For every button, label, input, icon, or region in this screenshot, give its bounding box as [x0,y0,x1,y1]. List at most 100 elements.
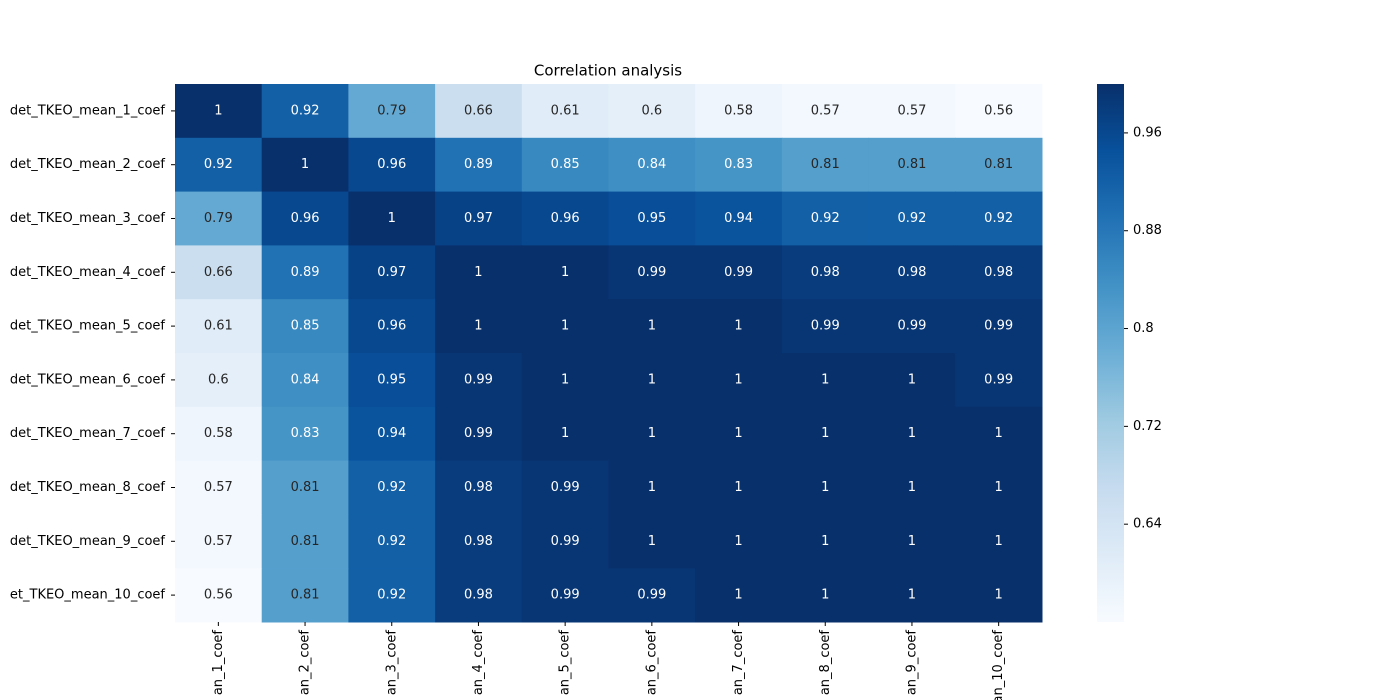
cell-label: 1 [995,480,1003,495]
cell [348,137,436,193]
cell [781,460,870,515]
cell-label: 1 [648,372,656,387]
cell-label: 0.89 [291,265,320,280]
y-tick-label: det_TKEO_mean_2_coef [10,157,165,172]
cell-label: 0.66 [204,265,233,280]
cell [435,406,523,462]
cell [695,514,783,569]
cell-label: 0.57 [811,103,840,118]
cell-label: 0.61 [204,319,233,334]
cell [695,353,783,408]
x-tick-label: an_4_coef [471,630,486,696]
cell [608,245,696,300]
cell [608,568,696,623]
cell [781,84,870,139]
cell [955,299,1043,354]
cell [175,191,263,246]
cell-label: 0.84 [291,372,320,387]
cell-label: 1 [734,372,742,387]
cell-label: 0.84 [637,157,666,172]
cell-label: 1 [821,588,829,603]
cell [348,353,436,408]
cell [261,353,349,408]
colorbar [1097,84,1124,622]
cell-label: 0.85 [551,157,580,172]
cell-label: 0.99 [464,372,493,387]
cell-label: 0.92 [377,480,406,495]
cell [521,353,609,408]
cell-label: 0.98 [811,265,840,280]
cell [781,191,870,246]
cell [955,460,1043,515]
x-tick-label: an_7_coef [731,630,746,696]
x-tick-label: an_10_coef [991,630,1006,700]
cell-label: 0.83 [291,426,320,441]
cell-label: 0.96 [377,319,406,334]
y-tick-label: det_TKEO_mean_7_coef [10,426,165,441]
cell [521,406,609,462]
x-tick-label: an_6_coef [644,630,659,696]
cell-label: 0.79 [377,103,406,118]
cell-label: 0.99 [984,372,1013,387]
cell [435,568,523,623]
cell-label: 0.81 [984,157,1013,172]
y-tick-label: det_TKEO_mean_8_coef [10,480,165,495]
cell [348,84,436,139]
cell [435,191,523,246]
cell-label: 0.79 [204,211,233,226]
cell [261,406,349,462]
cell-label: 0.83 [724,157,753,172]
cell [435,84,523,139]
cell-label: 1 [995,426,1003,441]
cell [781,353,870,408]
cell-label: 0.94 [377,426,406,441]
cell-label: 0.99 [637,588,666,603]
cell [175,514,263,569]
cell-label: 0.99 [637,265,666,280]
y-tick-label: det_TKEO_mean_1_coef [10,103,165,118]
cell-label: 0.61 [551,103,580,118]
y-tick-label: det_TKEO_mean_3_coef [10,211,165,226]
cell-label: 0.95 [637,211,666,226]
cell [781,568,870,623]
cell-label: 1 [734,426,742,441]
cell [521,299,609,354]
cell [261,245,349,300]
cell [348,514,436,569]
cell [695,460,783,515]
cell-label: 0.99 [551,480,580,495]
cell-label: 1 [734,319,742,334]
cell [175,137,263,193]
cell [781,514,870,569]
cell [608,514,696,569]
cell-label: 1 [474,265,482,280]
cell-label: 0.92 [377,534,406,549]
cell-label: 1 [821,372,829,387]
cell-label: 0.56 [984,103,1013,118]
cell [955,514,1043,569]
colorbar-tick-label: 0.8 [1133,321,1154,336]
cell [261,84,349,139]
x-tick-label: an_9_coef [904,630,919,696]
cell-label: 0.96 [377,157,406,172]
x-tick-label: an_8_coef [818,630,833,696]
y-tick-label: det_TKEO_mean_9_coef [10,534,165,549]
cell-label: 1 [734,534,742,549]
cell-label: 0.58 [724,103,753,118]
cell-label: 0.98 [464,480,493,495]
cell-label: 0.81 [291,588,320,603]
x-tick-label: an_3_coef [384,630,399,696]
cell [695,568,783,623]
y-tick-label: det_TKEO_mean_5_coef [10,319,165,334]
cell-label: 0.81 [897,157,926,172]
cell [175,406,263,462]
cell-label: 1 [301,157,309,172]
cell-label: 1 [734,588,742,603]
cell [521,460,609,515]
cell-label: 0.99 [464,426,493,441]
cell-label: 0.98 [464,534,493,549]
cell-label: 1 [821,480,829,495]
cell-label: 0.99 [551,588,580,603]
cell [261,137,349,193]
